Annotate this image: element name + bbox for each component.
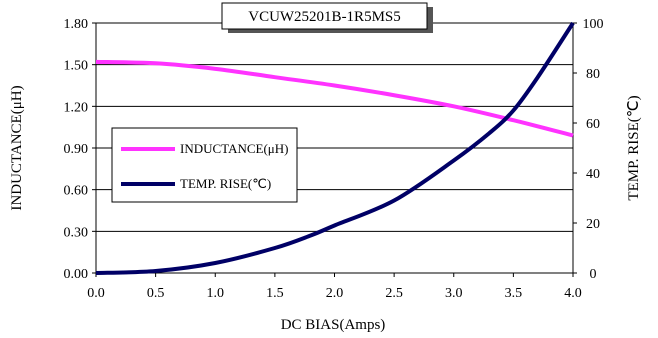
left-y-tick-label: 0.90 — [64, 142, 89, 157]
x-tick-label: 0.0 — [87, 286, 105, 301]
right-y-axis-label: TEMP. RISE(℃) — [626, 95, 642, 200]
chart-title: VCUW25201B-1R5MS5 — [248, 9, 401, 25]
right-y-tick-label: 0 — [590, 267, 597, 282]
x-tick-label: 4.0 — [564, 286, 582, 301]
legend-label-inductance: INDUCTANCE(μH) — [180, 141, 288, 156]
left-y-axis-label: INDUCTANCE(μH) — [9, 85, 25, 210]
x-tick-label: 0.5 — [147, 286, 165, 301]
x-tick-label: 3.0 — [445, 286, 463, 301]
x-tick-label: 2.0 — [326, 286, 344, 301]
x-axis-label: DC BIAS(Amps) — [281, 317, 386, 333]
right-y-tick-label: 100 — [583, 17, 604, 32]
chart-title-box: VCUW25201B-1R5MS5 — [221, 2, 433, 33]
left-y-tick-label: 1.50 — [64, 59, 89, 74]
left-y-tick-label: 1.80 — [64, 17, 89, 32]
x-tick-label: 1.5 — [266, 286, 284, 301]
x-tick-label: 3.5 — [505, 286, 523, 301]
right-y-tick-label: 40 — [586, 167, 600, 182]
x-tick-label: 2.5 — [385, 286, 403, 301]
right-y-tick-label: 60 — [586, 117, 600, 132]
legend: INDUCTANCE(μH) TEMP. RISE(℃) — [111, 127, 298, 203]
left-y-tick-label: 1.20 — [64, 100, 89, 115]
temp-rise-series-line — [95, 21, 575, 275]
right-y-tick-label: 80 — [586, 67, 600, 82]
left-y-axis-ticks: 0.00 0.30 0.60 0.90 1.20 1.50 1.80 — [64, 17, 96, 282]
right-y-axis-ticks: 0 20 40 60 80 100 — [573, 17, 604, 282]
series-lines — [95, 21, 575, 275]
right-y-tick-label: 20 — [586, 217, 600, 232]
inductance-series-line — [95, 59, 574, 138]
x-tick-label: 1.0 — [207, 286, 225, 301]
legend-label-temp-rise: TEMP. RISE(℃) — [180, 176, 271, 191]
left-y-tick-label: 0.60 — [64, 184, 89, 199]
x-axis-ticks: 0.0 0.5 1.0 1.5 2.0 2.5 3.0 3.5 4.0 — [87, 273, 582, 301]
left-y-tick-label: 0.00 — [64, 267, 89, 282]
left-y-tick-label: 0.30 — [64, 225, 89, 240]
